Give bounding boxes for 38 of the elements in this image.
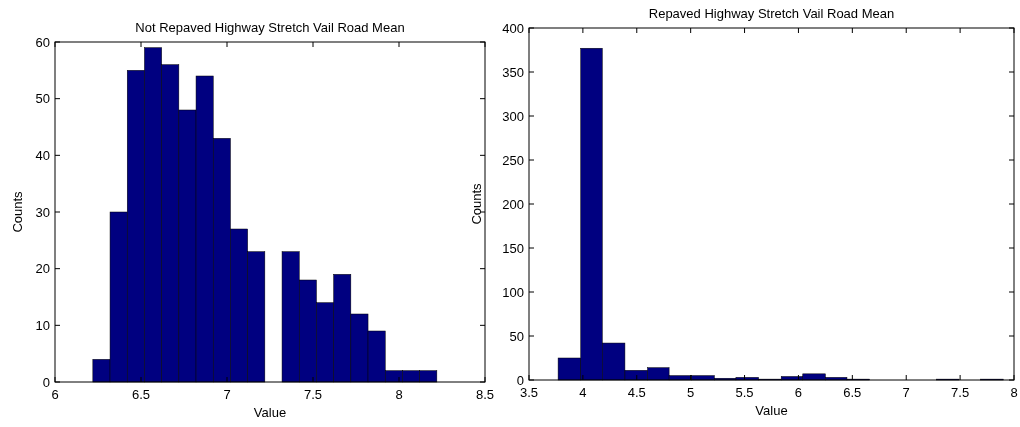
y-tick-label: 150 bbox=[502, 240, 524, 256]
x-tick-label: 7.5 bbox=[303, 387, 323, 402]
x-axis-title: Value bbox=[755, 403, 788, 418]
x-tick-label: 8 bbox=[395, 387, 403, 402]
y-tick-label: 200 bbox=[502, 196, 524, 212]
y-tick-label: 50 bbox=[509, 328, 524, 344]
y-tick-label: 100 bbox=[502, 284, 524, 300]
y-tick-label: 60 bbox=[35, 34, 50, 50]
x-tick-label: 8 bbox=[1010, 385, 1018, 400]
y-tick-label: 0 bbox=[516, 372, 524, 388]
y-tick-label: 350 bbox=[502, 64, 524, 80]
y-tick-label: 50 bbox=[35, 91, 50, 107]
y-tick-label: 10 bbox=[35, 317, 50, 333]
x-tick-label: 3.5 bbox=[519, 385, 539, 400]
chart-title: Repaved Highway Stretch Vail Road Mean bbox=[648, 6, 895, 21]
x-tick-label: 7 bbox=[223, 387, 231, 402]
y-tick-label: 40 bbox=[35, 147, 50, 163]
x-tick-label: 5.5 bbox=[735, 385, 754, 400]
y-tick-label: 20 bbox=[35, 261, 50, 277]
y-axis-title: Counts bbox=[469, 182, 484, 225]
x-tick-label: 7 bbox=[902, 385, 910, 400]
y-axis-title: Counts bbox=[10, 190, 25, 233]
x-tick-label: 6 bbox=[794, 385, 803, 400]
y-tick-label: 400 bbox=[502, 20, 524, 36]
chart-title: Not Repaved Highway Stretch Vail Road Mean bbox=[135, 20, 405, 35]
x-tick-label: 6 bbox=[51, 387, 59, 402]
x-tick-label: 4 bbox=[579, 385, 587, 400]
x-tick-label: 7.5 bbox=[951, 385, 970, 400]
x-axis-title: Value bbox=[253, 405, 287, 420]
y-tick-label: 250 bbox=[502, 152, 524, 168]
x-tick-label: 6.5 bbox=[131, 387, 151, 402]
y-tick-label: 0 bbox=[42, 374, 50, 390]
y-tick-label: 30 bbox=[35, 204, 50, 220]
x-tick-label: 4.5 bbox=[627, 385, 646, 400]
x-tick-label: 6.5 bbox=[843, 385, 862, 400]
x-tick-label: 5 bbox=[687, 385, 695, 400]
x-tick-label: 8.5 bbox=[475, 387, 495, 402]
y-tick-label: 300 bbox=[502, 108, 524, 124]
